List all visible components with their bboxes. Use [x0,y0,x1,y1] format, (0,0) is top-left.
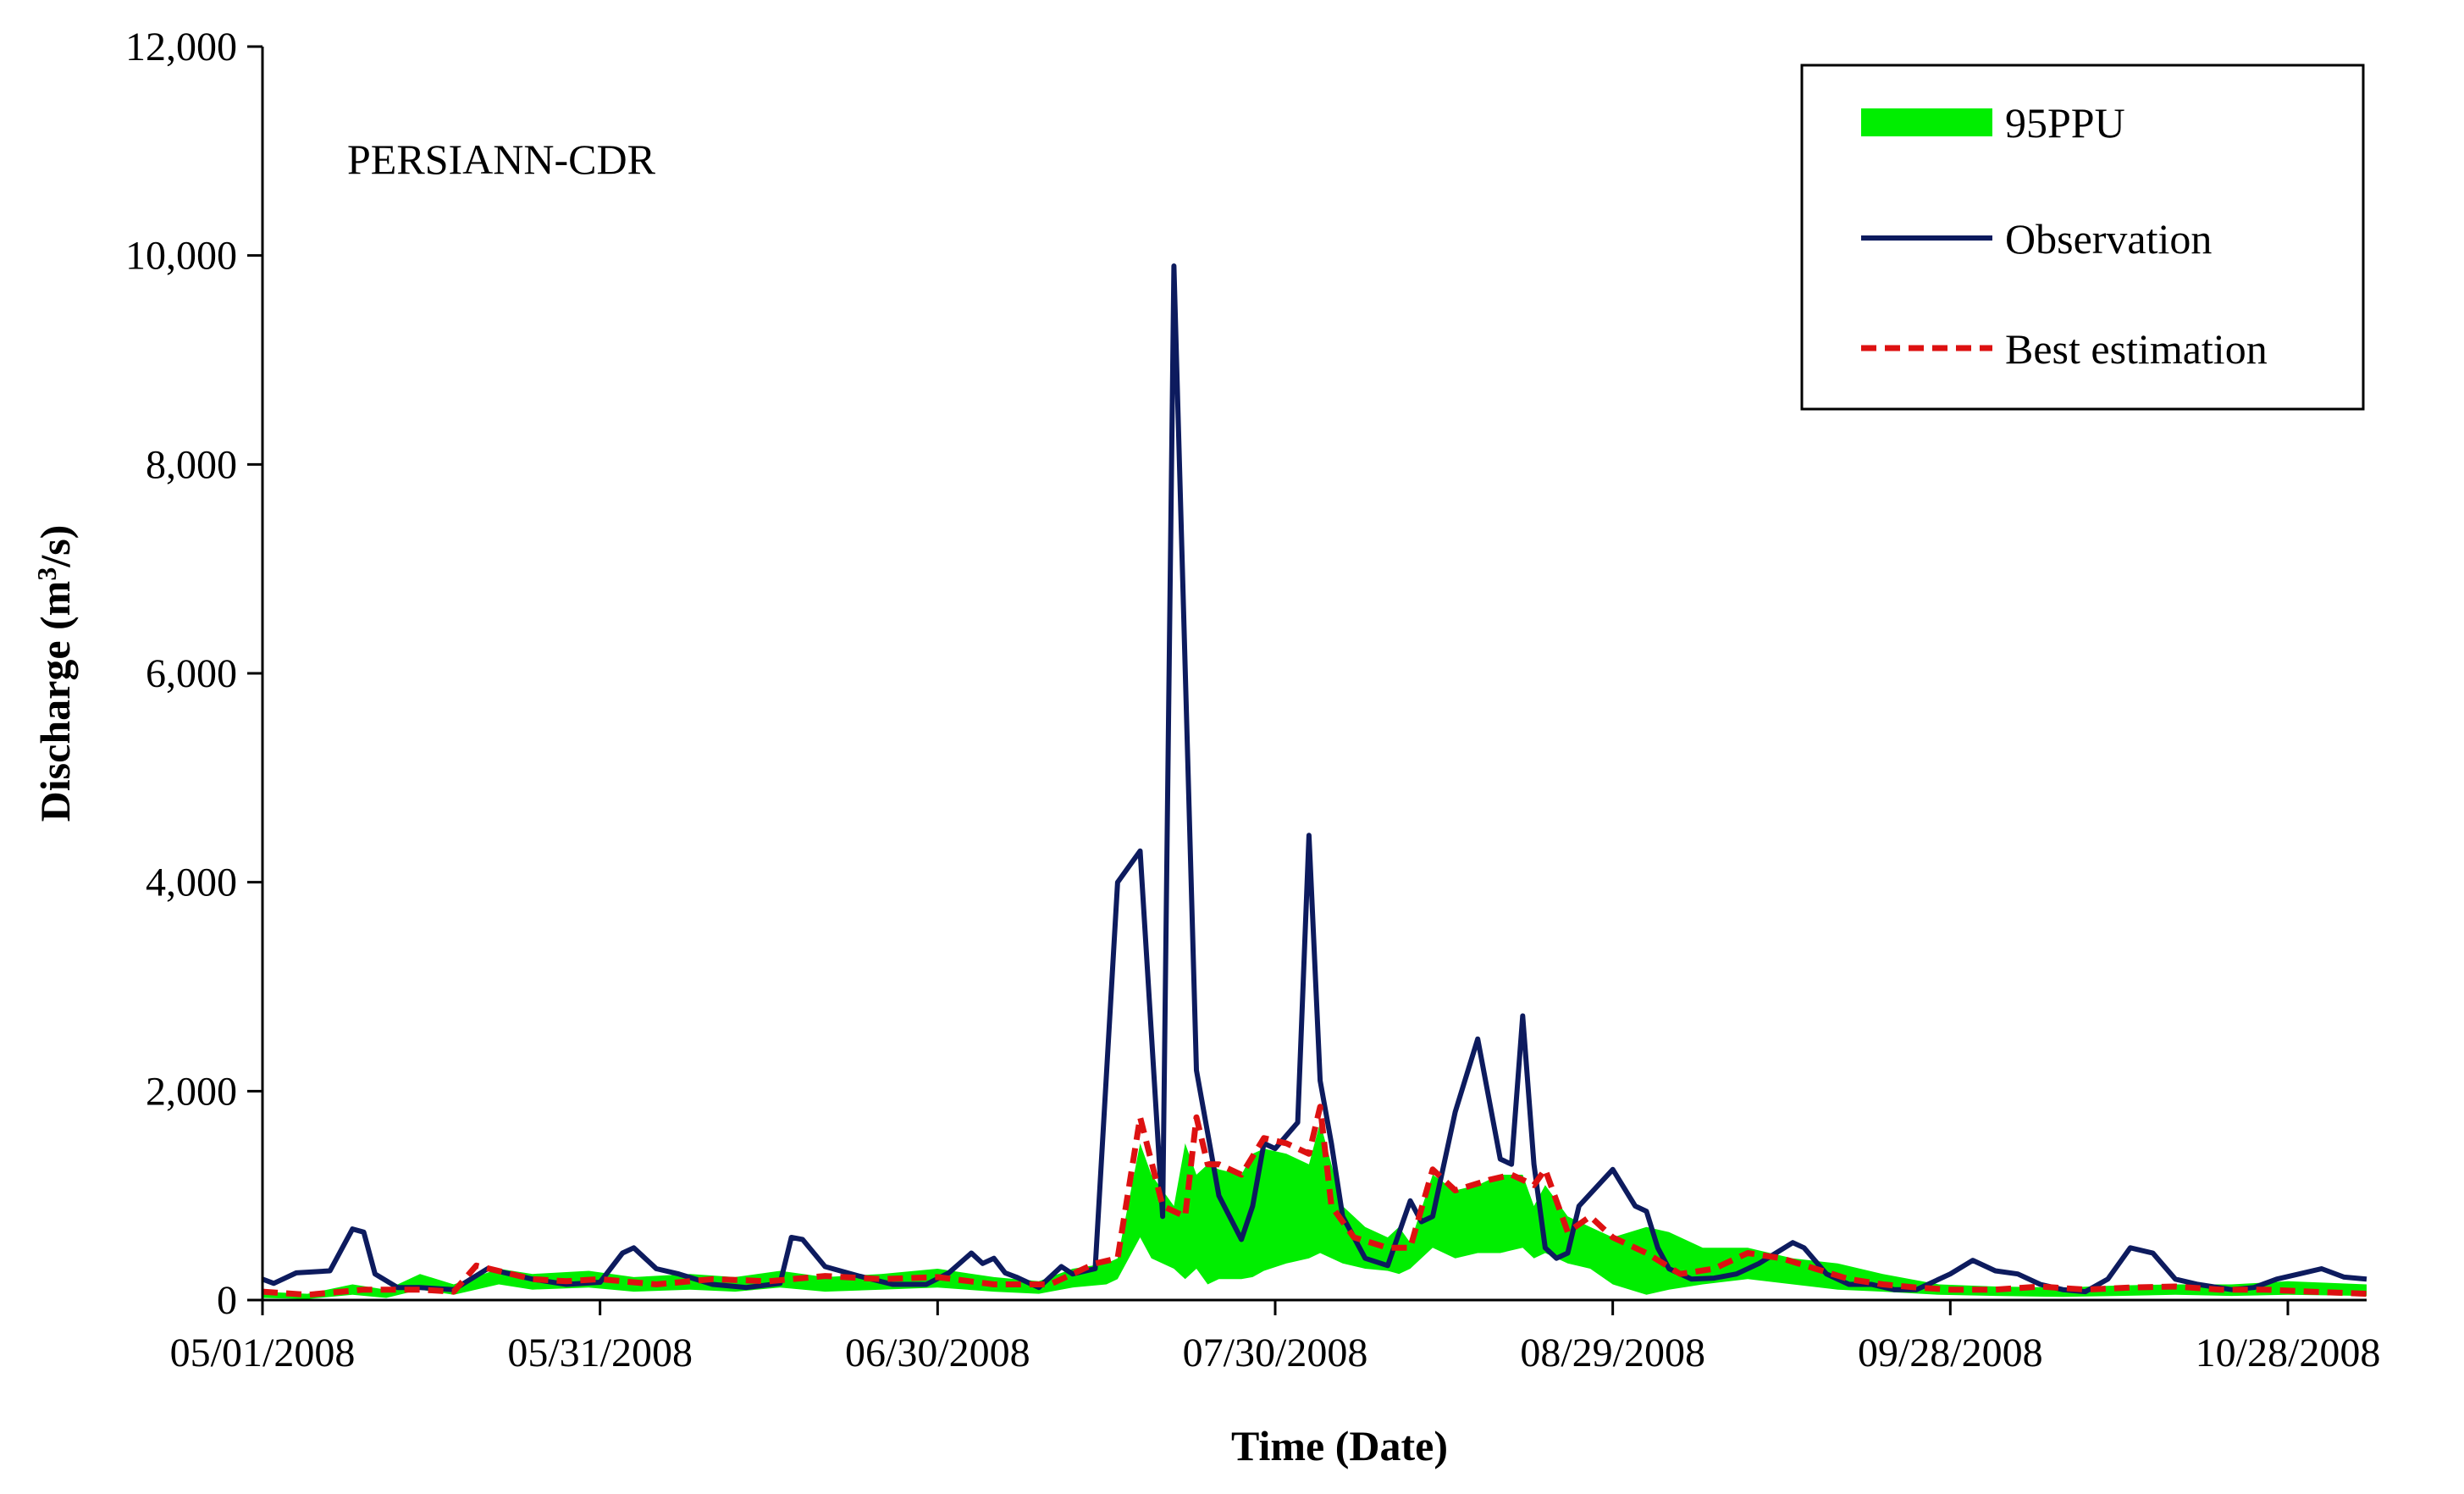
x-tick-label: 09/28/2008 [1858,1331,2043,1375]
legend-swatch-band [1861,108,1992,136]
y-axis-title: Discharge (m3/s) [31,525,79,822]
x-tick-label: 05/31/2008 [507,1331,693,1375]
band-95ppu [262,1122,2367,1299]
series-layer [261,263,2367,1298]
y-tick-label: 4,000 [146,860,237,905]
y-axis-title-sup: 3 [31,567,62,581]
legend: 95PPU Observation Best estimation [1800,64,2365,411]
x-tick-label: 05/01/2008 [170,1331,356,1375]
series-best-estimation-line [262,1104,2367,1298]
legend-label-observation: Observation [2005,215,2212,263]
y-ticks: 0 2,000 4,000 6,000 8,000 10,000 12,000 [125,25,262,1323]
x-tick-label: 06/30/2008 [845,1331,1030,1375]
x-tick-label: 10/28/2008 [2196,1331,2381,1375]
y-tick-label: 0 [217,1278,237,1323]
y-axis-title-main: Discharge (m [31,581,79,822]
x-ticks: 05/01/2008 05/31/2008 06/30/2008 07/30/2008… [170,1300,2381,1375]
legend-label-best: Best estimation [2005,325,2268,373]
x-tick-label: 07/30/2008 [1183,1331,1368,1375]
chart-annotation: PERSIANN-CDR [347,136,656,183]
legend-label-band: 95PPU [2005,99,2125,147]
y-axis-title-end: /s) [31,525,79,568]
band-layer [262,1122,2367,1299]
series-observation-line [261,263,2367,1295]
x-tick-label: 08/29/2008 [1520,1331,1705,1375]
y-tick-label: 6,000 [146,651,237,696]
y-tick-label: 8,000 [146,442,237,487]
y-tick-label: 12,000 [125,25,237,69]
x-axis-title: Time (Date) [1231,1422,1448,1469]
y-tick-label: 10,000 [125,234,237,279]
y-tick-label: 2,000 [146,1069,237,1114]
